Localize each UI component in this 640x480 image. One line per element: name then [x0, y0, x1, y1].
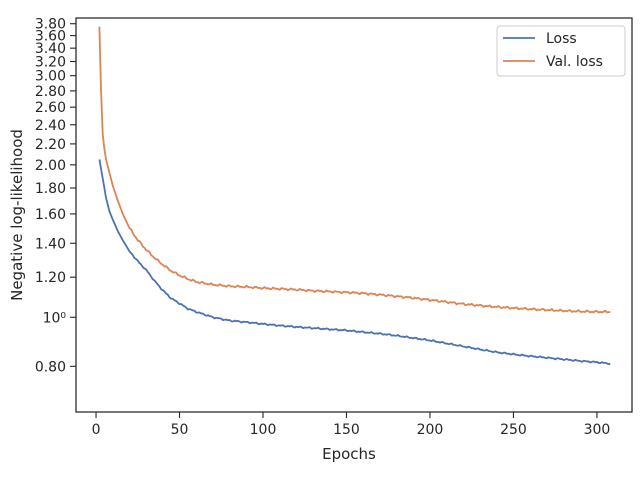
y-tick-label: 3.60 [35, 29, 66, 45]
x-tick-label: 0 [92, 422, 101, 438]
y-tick-label: 1.60 [35, 207, 66, 223]
y-tick-label: 2.00 [35, 158, 66, 174]
x-axis-title: Epochs [322, 445, 376, 463]
y-tick-label: 2.40 [35, 118, 66, 134]
y-tick-label: 3.00 [35, 69, 66, 85]
y-tick-label: 10⁰ [43, 310, 67, 326]
y-tick-label: 3.40 [35, 41, 66, 57]
x-tick-label: 200 [417, 422, 444, 438]
x-tick-label: 150 [333, 422, 360, 438]
legend-label-val-loss: Val. loss [546, 54, 603, 70]
x-tick-label: 250 [500, 422, 527, 438]
plot-area [98, 26, 611, 366]
x-axis: 0 50 100 150 200 250 300 [92, 412, 611, 438]
legend: Loss Val. loss [496, 25, 626, 77]
plot-frame [75, 17, 633, 413]
y-tick-label: 2.60 [35, 100, 66, 116]
y-tick-label: 0.80 [35, 359, 66, 375]
y-tick-label: 1.20 [35, 270, 66, 286]
y-tick-label: 2.20 [35, 137, 66, 153]
y-axis: 0.80 10⁰ 1.20 1.40 1.60 1.80 2.00 2.20 2.40 2.602… [35, 17, 76, 375]
x-tick-label: 100 [250, 422, 277, 438]
legend-label-loss: Loss [546, 31, 577, 47]
y-axis-title: Negative log-likelihood [8, 129, 26, 301]
y-tick-label: 3.20 [35, 55, 66, 71]
y-tick-label: 2.80 [35, 84, 66, 100]
series-line-val-loss [98, 26, 611, 314]
x-tick-label: 300 [584, 422, 611, 438]
series-line-loss [98, 159, 611, 366]
x-tick-label: 50 [171, 422, 189, 438]
y-tick-label: 1.40 [35, 236, 66, 252]
y-tick-label: 1.80 [35, 181, 66, 197]
y-tick-label: 3.80 [35, 17, 66, 33]
